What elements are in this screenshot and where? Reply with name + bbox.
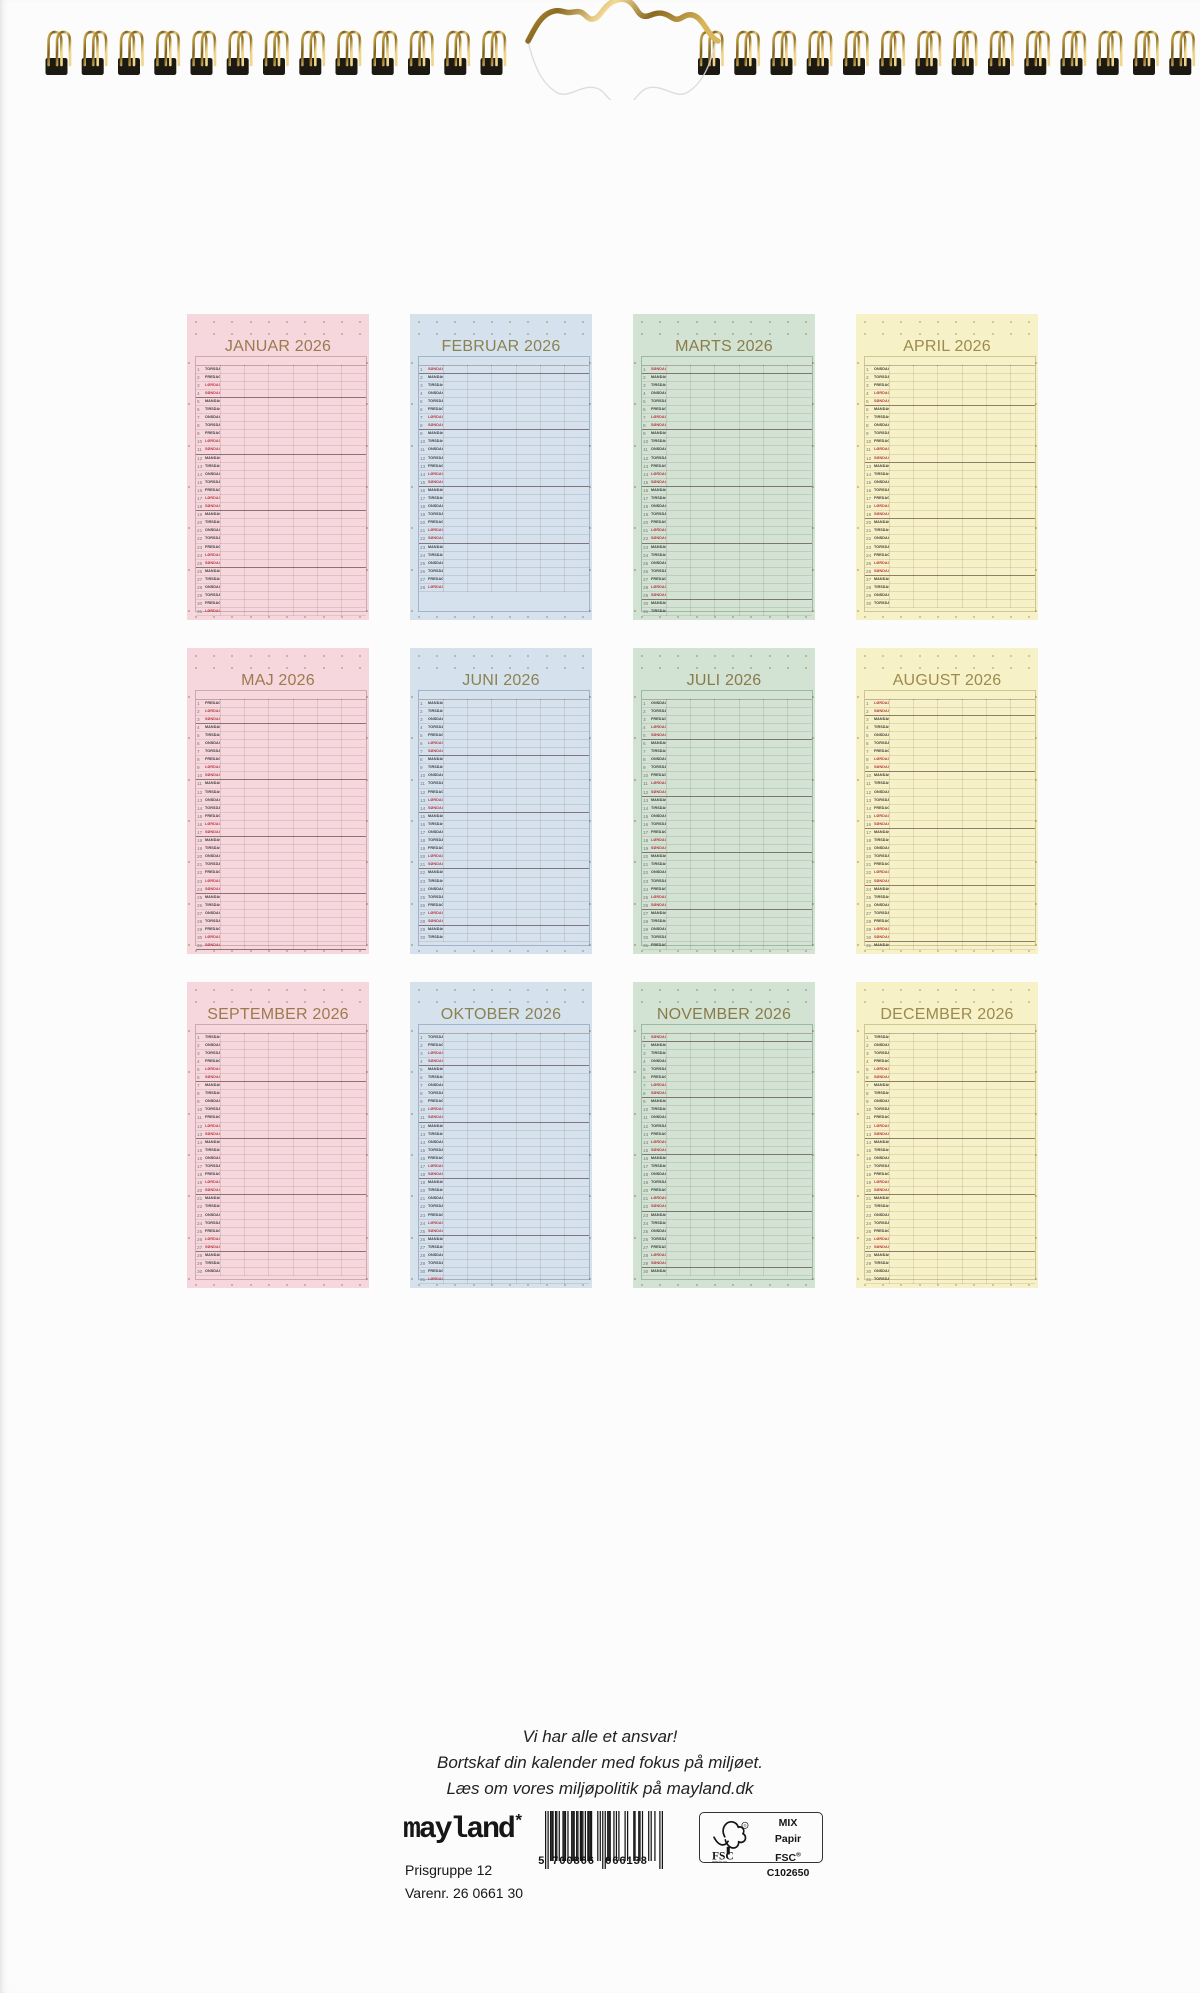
svg-text:®: ® [744,1824,747,1828]
svg-text:www.fsc.org: www.fsc.org [712,1859,728,1862]
